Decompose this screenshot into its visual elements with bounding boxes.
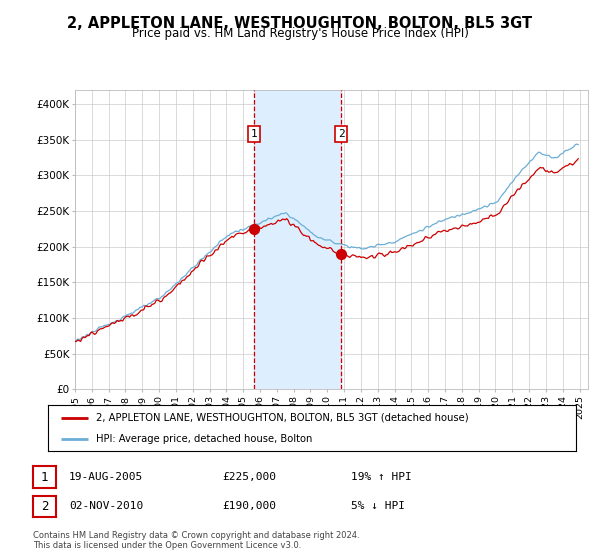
Text: 5% ↓ HPI: 5% ↓ HPI [351,501,405,511]
Text: 1: 1 [41,470,48,484]
Text: HPI: Average price, detached house, Bolton: HPI: Average price, detached house, Bolt… [95,435,312,444]
Text: 19-AUG-2005: 19-AUG-2005 [69,472,143,482]
Text: Price paid vs. HM Land Registry's House Price Index (HPI): Price paid vs. HM Land Registry's House … [131,27,469,40]
Text: 02-NOV-2010: 02-NOV-2010 [69,501,143,511]
Text: 1: 1 [250,129,257,139]
Text: 2, APPLETON LANE, WESTHOUGHTON, BOLTON, BL5 3GT: 2, APPLETON LANE, WESTHOUGHTON, BOLTON, … [67,16,533,31]
Text: Contains HM Land Registry data © Crown copyright and database right 2024.
This d: Contains HM Land Registry data © Crown c… [33,531,359,550]
Text: 2, APPLETON LANE, WESTHOUGHTON, BOLTON, BL5 3GT (detached house): 2, APPLETON LANE, WESTHOUGHTON, BOLTON, … [95,413,468,423]
Text: 2: 2 [338,129,344,139]
Text: 2: 2 [41,500,48,513]
Point [337,249,346,258]
Point [249,224,259,233]
Text: 19% ↑ HPI: 19% ↑ HPI [351,472,412,482]
Text: £190,000: £190,000 [222,501,276,511]
Bar [254,90,341,389]
Text: £225,000: £225,000 [222,472,276,482]
